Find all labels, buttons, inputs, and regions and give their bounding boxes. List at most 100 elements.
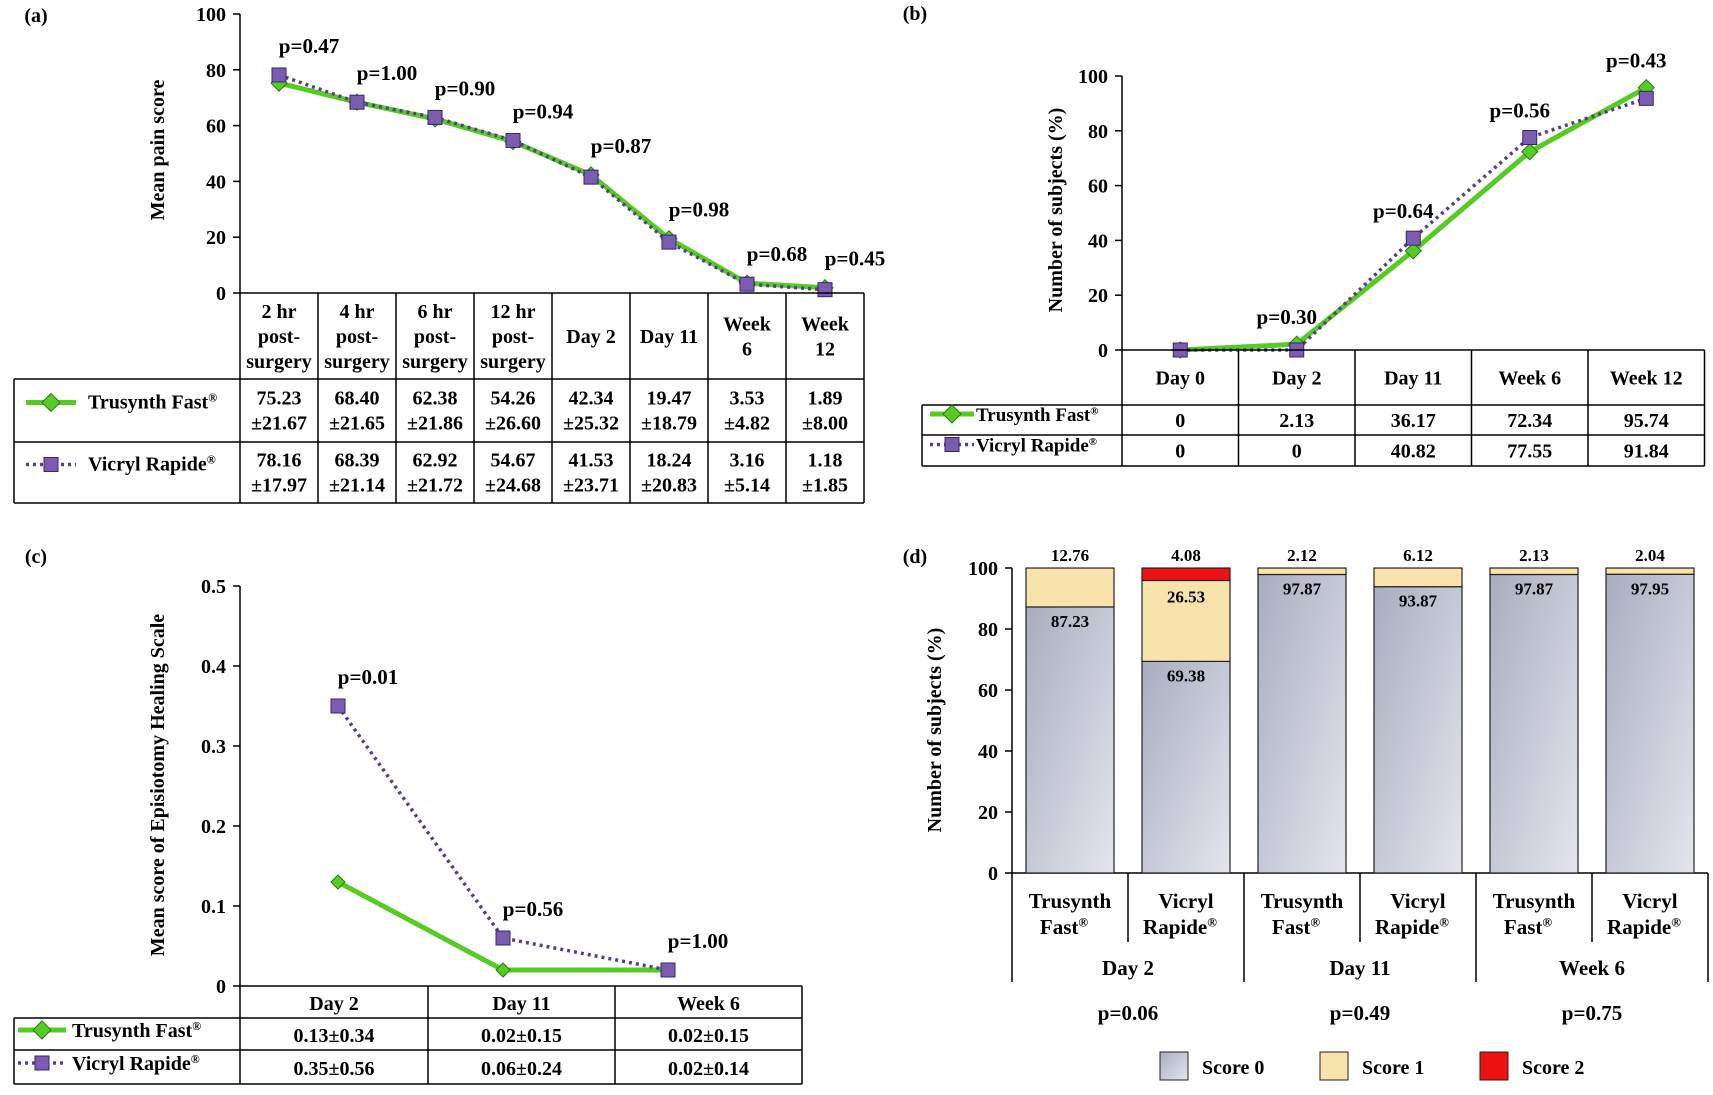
table-cell: 0.35±0.56 [294, 1058, 375, 1080]
p-value-label: p=0.47 [279, 34, 339, 58]
bar-score0 [1141, 660, 1231, 874]
y-axis-label: Mean score of Episiotomy Healing Scale [147, 614, 169, 956]
table-cell: 3.16 [730, 450, 765, 472]
y-tick-label: 80 [978, 619, 998, 641]
x-category-label: 2 hr [262, 301, 297, 323]
table-cell: ±26.60 [485, 413, 541, 435]
bar-score1 [1025, 567, 1115, 608]
legend-swatch-score1 [1319, 1051, 1349, 1081]
panel-d: (d) Number of subjects (%) 0 20 40 60 80 100 87.… [903, 546, 1709, 1081]
bar-score2 [1141, 567, 1231, 582]
x-category-label: 4 hr [340, 301, 375, 323]
y-tick-label: 60 [206, 116, 226, 138]
table-cell: 78.16 [257, 450, 302, 472]
bar-score1 [1141, 579, 1231, 662]
table-cell: 75.23 [257, 388, 302, 410]
legend-marker-vicryl [34, 1055, 50, 1071]
bar-score0 [1489, 573, 1579, 874]
point-trusynth [495, 962, 511, 978]
y-tick-label: 100 [1078, 66, 1108, 88]
point-vicryl [661, 234, 677, 250]
panel-a: (a) Mean pain score 0 20 40 60 80 100 p=0.47 p=1.… [13, 4, 885, 504]
x-category-label: Fast® [1504, 915, 1553, 939]
p-value-label: p=0.94 [513, 99, 574, 123]
table-cell: ±4.82 [724, 413, 770, 435]
series-line-vicryl [278, 73, 826, 292]
bar-score1 [1489, 567, 1579, 576]
p-value-label: p=0.56 [503, 897, 563, 921]
bar-value-label-score1: 6.12 [1403, 546, 1433, 565]
y-axis-label: Mean pain score [147, 80, 169, 221]
legend-label-trusynth: Trusynth Fast® [976, 405, 1098, 426]
point-vicryl [1405, 230, 1421, 246]
x-category-label: post- [258, 326, 300, 348]
point-vicryl [660, 962, 676, 978]
group-label: Week 6 [1559, 956, 1625, 980]
table-cell: ±21.67 [251, 413, 307, 435]
x-category-label: Week 6 [1498, 368, 1561, 390]
bar-value-label-score2: 4.08 [1171, 546, 1201, 565]
point-vicryl [505, 132, 521, 148]
y-tick-label: 100 [196, 4, 226, 26]
x-category-label: Rapide® [1143, 915, 1217, 939]
p-value-label: p=0.90 [435, 76, 495, 100]
x-category-label: Day 11 [1384, 368, 1442, 390]
bar-value-label-score1: 26.53 [1167, 587, 1205, 606]
y-tick-label: 60 [1088, 176, 1108, 198]
table-cell: 0.02±0.15 [481, 1025, 562, 1047]
p-value-label: p=0.98 [669, 198, 729, 222]
y-tick-label: 20 [978, 802, 998, 824]
panel-b: (b) Number of subjects (%) 0 20 40 60 80 100 p=0… [903, 3, 1706, 467]
y-tick-label: 0.3 [201, 736, 226, 758]
table-cell: ±21.86 [407, 413, 463, 435]
y-tick-label: 40 [206, 171, 226, 193]
y-tick-label: 0.4 [201, 656, 226, 678]
bar-score1 [1257, 567, 1347, 576]
point-trusynth [330, 874, 346, 890]
table-cell: ±8.00 [802, 413, 848, 435]
table-cell: 72.34 [1507, 410, 1552, 432]
y-tick-label: 80 [1088, 121, 1108, 143]
y-axis-label: Number of subjects (%) [1045, 108, 1067, 313]
table-cell: 0.02±0.15 [668, 1025, 749, 1047]
legend-label-vicryl: Vicryl Rapide® [88, 453, 216, 476]
series-line-vicryl [336, 704, 669, 972]
p-value-label: p=0.45 [825, 247, 885, 271]
table-cell: ±21.72 [407, 475, 463, 497]
x-category-label: Day 2 [1272, 368, 1321, 390]
y-tick-label: 0.2 [201, 816, 226, 838]
x-category-label: post- [336, 326, 378, 348]
x-category-label: 12 hr [491, 301, 536, 323]
bar-value-label-score0: 93.87 [1399, 592, 1438, 611]
x-category-label: Vicryl [1622, 889, 1677, 913]
y-tick-label: 0.5 [201, 576, 226, 598]
point-vicryl [583, 169, 599, 185]
legend-swatch-score0 [1159, 1051, 1189, 1081]
table-cell: 0 [1175, 441, 1185, 463]
bar-value-label-score1: 2.12 [1287, 546, 1317, 565]
x-category-label: surgery [324, 351, 390, 373]
x-category-label: Vicryl [1158, 889, 1213, 913]
panel-label: (a) [24, 5, 47, 27]
x-category-label: Week [723, 314, 772, 336]
p-value-label: p=0.75 [1562, 1001, 1622, 1025]
point-vicryl [817, 282, 833, 298]
x-category-label: 6 hr [418, 301, 453, 323]
legend-label: Score 0 [1202, 1057, 1264, 1079]
panel-c: (c) Mean score of Episiotomy Healing Scal… [13, 546, 803, 1085]
panel-label: (d) [903, 546, 927, 568]
table-cell: ±5.14 [724, 475, 770, 497]
table-cell: 95.74 [1624, 410, 1669, 432]
table-cell: 68.39 [335, 450, 380, 472]
legend-marker-vicryl [43, 457, 59, 472]
y-tick-label: 0 [988, 863, 998, 885]
bar-value-label-score0: 97.87 [1515, 579, 1554, 598]
x-category-label: 6 [742, 339, 752, 361]
y-tick-label: 0 [1098, 340, 1108, 362]
table-cell: 62.92 [413, 450, 458, 472]
bar-value-label-score1: 2.13 [1519, 546, 1549, 565]
p-value-label: p=1.00 [357, 61, 417, 85]
table-cell: ±17.97 [251, 475, 307, 497]
legend-marker-trusynth [32, 1020, 52, 1040]
